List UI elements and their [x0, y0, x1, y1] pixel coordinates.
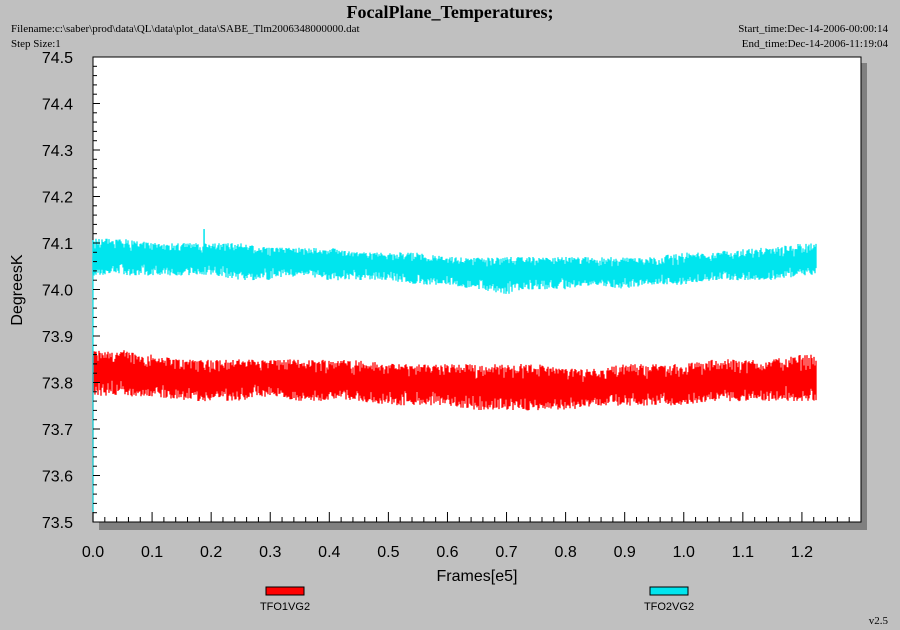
legend-item: TFO1VG2	[260, 586, 310, 613]
y-axis-title: DegreesK	[9, 254, 26, 325]
x-tick-label: 0.8	[554, 544, 576, 561]
x-tick-label: 0.1	[141, 544, 163, 561]
y-tick-label: 73.9	[42, 329, 73, 346]
start-time-label: Start_time:Dec-14-2006-00:00:14	[738, 23, 888, 35]
legend-item: TFO2VG2	[644, 586, 694, 613]
axis-layer: 73.5 73.6 73.7 73.8 73.9 74.0 74.1 74.2 74.3 74.4…	[42, 50, 850, 561]
x-tick-label: 0.3	[259, 544, 281, 561]
x-tick-label: 1.0	[673, 544, 695, 561]
filename-label: Filename:c:\saber\prod\data\QL\data\plot…	[11, 23, 360, 35]
legend-label: TFO1VG2	[260, 601, 310, 613]
legend: TFO1VG2 TFO2VG2	[260, 586, 694, 613]
y-tick-label: 74.4	[42, 97, 73, 114]
x-tick-label: 0.2	[200, 544, 222, 561]
version-label: v2.5	[868, 615, 888, 627]
y-tick-label: 73.8	[42, 376, 73, 393]
y-tick-label: 73.6	[42, 469, 73, 486]
x-tick-label: 1.1	[732, 544, 754, 561]
y-tick-label: 74.3	[42, 143, 73, 160]
plot-area	[92, 56, 862, 523]
y-tick-label: 73.7	[42, 422, 73, 439]
x-tick-label: 0.7	[495, 544, 517, 561]
x-tick-label: 0.5	[377, 544, 399, 561]
step-size-label: Step Size:1	[11, 38, 61, 50]
x-tick-label: 0.9	[614, 544, 636, 561]
chart-title: FocalPlane_Temperatures;	[346, 2, 554, 22]
legend-label: TFO2VG2	[644, 601, 694, 613]
y-tick-label: 74.0	[42, 283, 73, 300]
end-time-label: End_time:Dec-14-2006-11:19:04	[741, 38, 888, 50]
series-tfo2vg2	[92, 229, 817, 522]
x-tick-label: 0.6	[436, 544, 458, 561]
x-tick-label: 0.4	[318, 544, 340, 561]
y-tick-label: 74.2	[42, 190, 73, 207]
x-tick-label: 1.2	[791, 544, 813, 561]
series-layer	[92, 229, 817, 522]
x-tick-label: 0.0	[82, 544, 104, 561]
y-tick-label: 74.5	[42, 50, 73, 67]
y-tick-label: 74.1	[42, 236, 73, 253]
y-tick-label: 73.5	[42, 515, 73, 532]
legend-swatch	[265, 586, 305, 596]
legend-swatch	[649, 586, 689, 596]
x-axis-title: Frames[e5]	[437, 568, 518, 585]
